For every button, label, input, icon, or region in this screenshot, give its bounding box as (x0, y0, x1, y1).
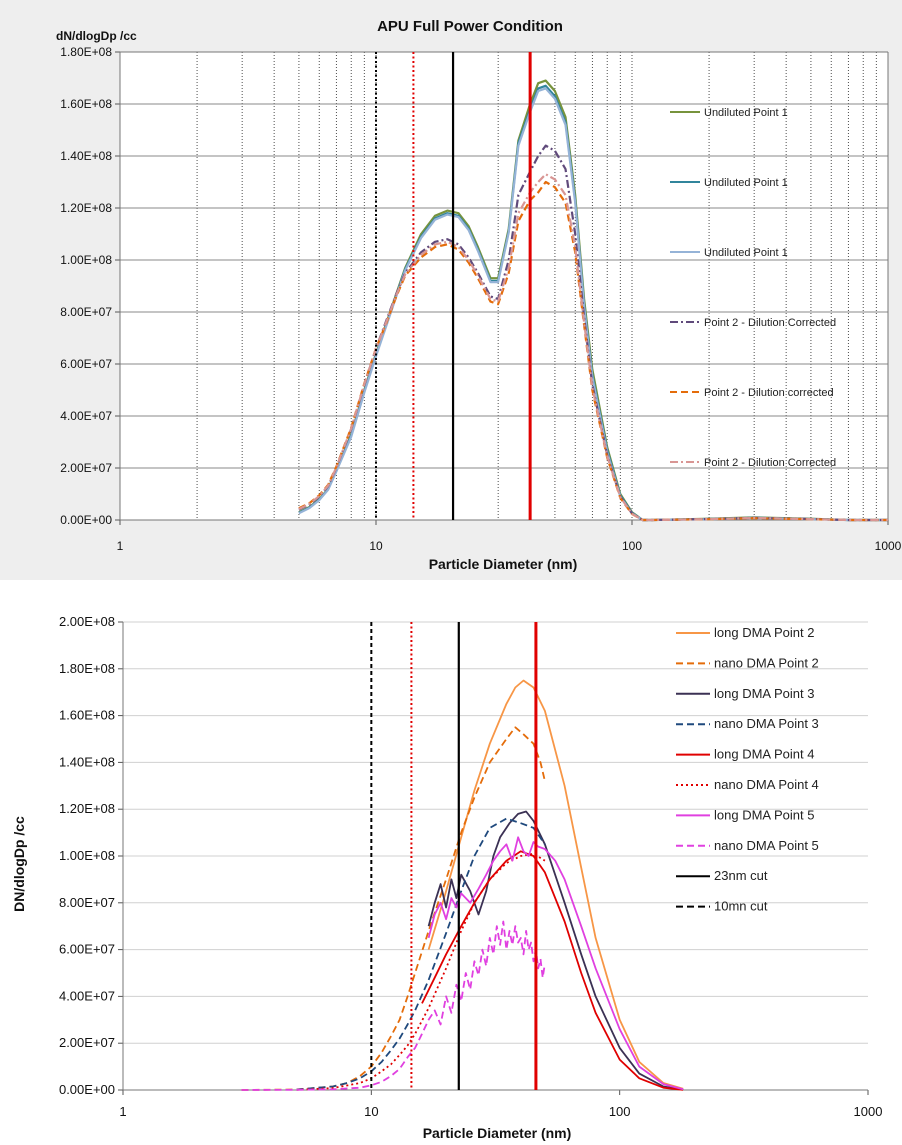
legend-label: long DMA Point 4 (714, 747, 814, 762)
y-tick-label: 0.00E+00 (59, 1082, 115, 1097)
legend-label: Undiluted Point 1 (704, 107, 788, 119)
legend-label: Undiluted Point 1 (704, 247, 788, 259)
y-tick-label: 1.80E+08 (60, 45, 112, 59)
y-tick-label: 6.00E+07 (59, 942, 115, 957)
series-line-3 (427, 810, 684, 1091)
legend-label: long DMA Point 3 (714, 686, 814, 701)
x-axis-label: Particle Diameter (nm) (423, 1125, 572, 1141)
x-axis-label: Particle Diameter (nm) (429, 556, 578, 572)
y-axis-label: DN/dlogDp /cc (11, 816, 27, 912)
y-tick-label: 1.20E+08 (59, 801, 115, 816)
x-tick-label: 1000 (875, 539, 902, 553)
legend-label: Undiluted Point 1 (704, 177, 788, 189)
legend-label: Point 2 - Dilution Corrected (704, 317, 836, 329)
y-tick-label: 1.20E+08 (60, 201, 112, 215)
x-tick-label: 100 (609, 1104, 631, 1119)
x-tick-label: 10 (369, 539, 383, 553)
plot-area: 0.00E+00 2.00E+07 4.00E+07 6.00E+07 8.00E+07… (59, 614, 882, 1119)
y-tick-label: 0.00E+00 (60, 513, 112, 527)
legend-label: nano DMA Point 4 (714, 777, 819, 792)
legend-label: long DMA Point 2 (714, 625, 814, 640)
y-tick-label: 2.00E+07 (60, 461, 112, 475)
series-line-6 (298, 173, 888, 522)
y-tick-label: 4.00E+07 (59, 988, 115, 1003)
y-tick-label: 4.00E+07 (60, 409, 112, 423)
y-tick-label: 1.60E+08 (60, 97, 112, 111)
legend-item: Point 2 - Dilution Corrected (670, 457, 836, 469)
legend-label: 23nm cut (714, 868, 768, 883)
y-tick-label: 1.00E+08 (60, 253, 112, 267)
chart-title: APU Full Power Condition (377, 18, 563, 35)
legend-label: 10mn cut (714, 899, 768, 914)
legend-item: long DMA Point 5 (676, 807, 814, 822)
legend-label: Point 2 - Dilution Corrected (704, 457, 836, 469)
legend-item: Undiluted Point 1 (670, 177, 788, 189)
x-tick-label: 1 (117, 539, 124, 553)
series-line-2 (241, 726, 546, 1091)
series-line-7 (427, 836, 684, 1091)
legend-label: Point 2 - Dilution corrected (704, 387, 834, 399)
x-tick-label: 1 (119, 1104, 126, 1119)
series-line-1 (427, 679, 684, 1090)
plot-area: 0.00E+00 2.00E+07 4.00E+07 6.00E+07 8.00E+07… (60, 45, 901, 553)
legend-label: long DMA Point 5 (714, 807, 814, 822)
x-tick-label: 100 (622, 539, 642, 553)
series-line-3 (298, 87, 888, 522)
legend-item: nano DMA Point 2 (676, 655, 819, 670)
y-tick-label: 1.40E+08 (59, 754, 115, 769)
legend-item: nano DMA Point 3 (676, 716, 819, 731)
y-tick-label: 1.00E+08 (59, 848, 115, 863)
legend-item: long DMA Point 4 (676, 747, 814, 762)
legend-item: 10mn cut (676, 899, 768, 914)
y-tick-label: 8.00E+07 (59, 895, 115, 910)
y-tick-label: 8.00E+07 (60, 305, 112, 319)
chart-apu-full-power: APU Full Power Condition dN/dlogDp /cc P… (0, 0, 902, 580)
legend-label: nano DMA Point 5 (714, 838, 819, 853)
legend-label: nano DMA Point 3 (714, 716, 819, 731)
legend-item: 23nm cut (676, 868, 768, 883)
chart-dma-comparison: DN/dlogDp /cc Particle Diameter (nm) 0.0… (0, 585, 902, 1143)
legend-item: Point 2 - Dilution Corrected (670, 317, 836, 329)
legend-item: Undiluted Point 1 (670, 107, 788, 119)
x-tick-label: 1000 (854, 1104, 883, 1119)
legend-item: nano DMA Point 4 (676, 777, 819, 792)
y-tick-label: 6.00E+07 (60, 357, 112, 371)
legend-label: nano DMA Point 2 (714, 655, 819, 670)
legend-item: nano DMA Point 5 (676, 838, 819, 853)
series-line-5 (298, 180, 888, 522)
y-tick-label: 2.00E+07 (59, 1035, 115, 1050)
legend-item: long DMA Point 2 (676, 625, 814, 640)
legend-item: Point 2 - Dilution corrected (670, 387, 834, 399)
legend-item: Undiluted Point 1 (670, 247, 788, 259)
series-line-5 (421, 850, 684, 1091)
y-tick-label: 1.60E+08 (59, 708, 115, 723)
y-axis-label: dN/dlogDp /cc (56, 29, 137, 43)
series-line-8 (241, 920, 546, 1091)
y-tick-label: 1.80E+08 (59, 661, 115, 676)
legend-item: long DMA Point 3 (676, 686, 814, 701)
y-tick-label: 1.40E+08 (60, 149, 112, 163)
x-tick-label: 10 (364, 1104, 378, 1119)
y-tick-label: 2.00E+08 (59, 614, 115, 629)
